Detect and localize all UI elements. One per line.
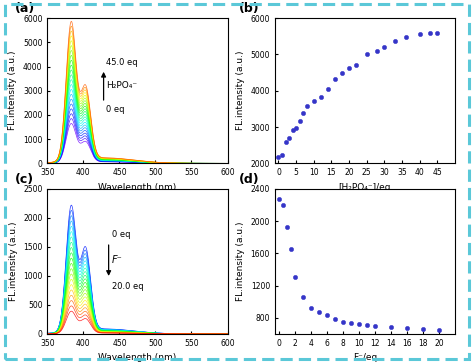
Text: (b): (b) (239, 2, 260, 15)
Point (371, 323, 379, 329)
Point (310, 98, 318, 104)
Point (289, 127, 296, 133)
Point (291, 274, 299, 280)
Point (303, 103, 310, 109)
X-axis label: F⁻/eq: F⁻/eq (353, 353, 377, 362)
Point (315, 309, 323, 315)
Point (283, 225, 291, 231)
Point (282, 139, 289, 144)
Point (402, 34, 410, 40)
Point (435, 327, 443, 333)
Point (352, 62, 360, 68)
Point (381, 44, 388, 50)
Point (345, 65, 353, 70)
Point (434, 30, 441, 36)
X-axis label: Wavelength (nm): Wavelength (nm) (98, 183, 177, 192)
Point (363, 322, 371, 328)
Y-axis label: FL.intensity (a.u.): FL.intensity (a.u.) (9, 221, 18, 301)
Point (403, 325, 411, 331)
Point (391, 38, 399, 44)
Text: (c): (c) (15, 173, 34, 186)
Point (387, 324, 395, 330)
Text: 20.0 eq: 20.0 eq (111, 282, 143, 291)
Point (285, 135, 293, 141)
Y-axis label: FL.intensity (a.u.): FL.intensity (a.u.) (9, 51, 18, 131)
Point (279, 202, 287, 208)
Point (323, 313, 331, 318)
Point (324, 86, 332, 91)
Point (331, 76, 339, 82)
Point (292, 125, 300, 131)
Point (307, 305, 315, 311)
Point (331, 317, 339, 322)
Text: 0 eq: 0 eq (107, 105, 125, 114)
Point (274, 154, 282, 160)
Point (419, 326, 427, 332)
Y-axis label: FL.intensity (a.u.): FL.intensity (a.u.) (236, 221, 245, 301)
Point (317, 94, 325, 100)
Point (338, 70, 346, 76)
Text: 0 eq: 0 eq (111, 230, 130, 239)
Point (374, 48, 381, 54)
Text: F⁻: F⁻ (111, 256, 122, 265)
Text: (d): (d) (239, 173, 260, 186)
Text: (a): (a) (15, 2, 35, 15)
Point (416, 31, 423, 37)
Point (355, 321, 363, 327)
X-axis label: [H₂PO₄⁻]/eq: [H₂PO₄⁻]/eq (339, 183, 391, 192)
Point (363, 52, 371, 57)
Point (347, 321, 355, 326)
Text: H₂PO₄⁻: H₂PO₄⁻ (107, 81, 137, 90)
Point (300, 110, 307, 116)
Point (287, 246, 295, 252)
Point (275, 196, 283, 202)
Point (299, 294, 307, 300)
Point (296, 118, 303, 123)
Point (339, 319, 347, 325)
Point (278, 152, 286, 158)
X-axis label: Wavelength (nm): Wavelength (nm) (98, 353, 177, 362)
Text: 45.0 eq: 45.0 eq (107, 58, 138, 67)
Y-axis label: FL.intensity (a.u.): FL.intensity (a.u.) (236, 51, 245, 131)
Point (427, 30, 434, 36)
